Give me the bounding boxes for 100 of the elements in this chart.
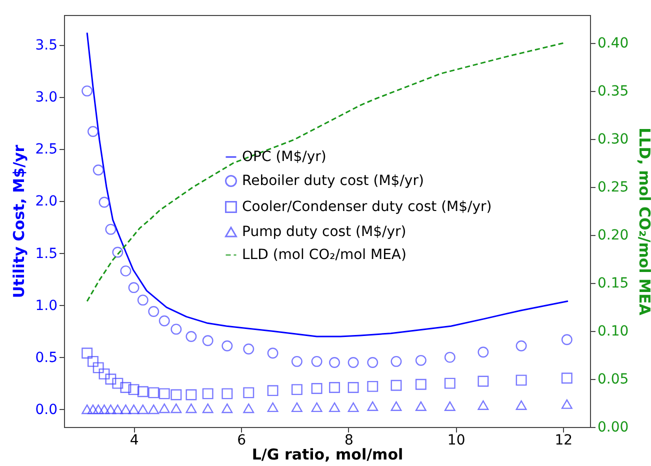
point (112, 404, 124, 414)
legend-label: Reboiler duty cost (M$/yr) (242, 173, 424, 189)
point (222, 403, 233, 414)
y2-tick-label: 0.40 (598, 35, 629, 52)
point (92, 362, 104, 374)
y-tick-label: 3.0 (35, 90, 58, 106)
point (98, 404, 110, 414)
point (112, 378, 124, 389)
point (291, 356, 302, 367)
point (516, 400, 527, 410)
point (128, 282, 140, 294)
point (88, 404, 98, 414)
point (120, 382, 132, 393)
point (561, 399, 572, 409)
legend-label: Pump duty cost (M$/yr) (242, 224, 406, 240)
point (267, 402, 278, 412)
point (348, 402, 359, 412)
x-tick-label: 10 (447, 432, 466, 448)
y2-tick-label: 0.35 (598, 83, 629, 100)
point (367, 380, 378, 392)
point (202, 403, 214, 414)
point (148, 387, 160, 398)
point (267, 385, 278, 396)
legend-label: Cooler/Condenser duty cost (M$/yr) (242, 199, 492, 215)
point (98, 196, 110, 208)
point (415, 354, 426, 366)
point (444, 401, 456, 412)
y2-tick-label: 0.30 (598, 131, 629, 148)
point (415, 401, 426, 412)
line-series (86, 32, 569, 338)
point (267, 348, 278, 359)
point (561, 372, 572, 384)
legend-label: OPC (M$/yr) (242, 149, 326, 165)
point (561, 334, 572, 346)
point (348, 382, 359, 393)
point (348, 357, 359, 368)
y-tick-label: 3.5 (35, 38, 58, 54)
point (311, 383, 322, 394)
point (222, 340, 233, 352)
y2-axis-title: LLD, mol CO₂/mol MEA (636, 128, 651, 316)
point (88, 126, 98, 137)
point (390, 401, 402, 412)
point (311, 356, 322, 367)
point (105, 374, 116, 385)
point (92, 404, 104, 414)
point (158, 315, 170, 326)
x-tick-label: 6 (237, 432, 246, 448)
point (186, 403, 197, 414)
point (105, 404, 116, 414)
point (82, 348, 93, 359)
point (243, 344, 254, 354)
line-series (86, 42, 565, 302)
legend-label: LLD (mol CO₂/mol MEA) (242, 247, 406, 263)
point (202, 335, 214, 346)
point (367, 357, 378, 368)
point (92, 164, 104, 176)
point (170, 403, 182, 414)
point (329, 382, 340, 393)
point (186, 331, 197, 342)
y2-tick-label: 0.20 (598, 227, 629, 244)
point (478, 346, 489, 358)
point (105, 224, 116, 235)
y-tick-label: 0.0 (35, 402, 58, 418)
point (158, 388, 170, 400)
point (137, 386, 148, 398)
point (148, 306, 160, 317)
point (329, 402, 340, 412)
y2-tick-label: 0.05 (598, 371, 629, 388)
point (120, 265, 132, 276)
point (158, 403, 170, 414)
point (137, 294, 148, 306)
x-tick-label: 4 (130, 432, 139, 448)
point (478, 376, 489, 387)
point (128, 384, 140, 396)
point (415, 378, 426, 390)
x-axis-title: L/G ratio, mol/mol (252, 446, 404, 464)
x-tick-label: 12 (554, 432, 573, 448)
point (516, 340, 527, 352)
y-axis-title: Utility Cost, M$/yr (10, 144, 28, 298)
point (120, 404, 132, 414)
y2-tick-label: 0.10 (598, 323, 629, 340)
y-tick-label: 1.0 (35, 298, 58, 314)
y2-tick-label: 0.25 (598, 179, 629, 196)
point (329, 357, 340, 368)
point (170, 324, 182, 335)
y-tick-label: 1.5 (35, 246, 58, 262)
point (82, 85, 93, 96)
point (170, 389, 182, 400)
point (444, 352, 456, 363)
point (311, 402, 322, 412)
point (98, 368, 110, 380)
point (186, 389, 197, 400)
point (222, 388, 233, 400)
point (112, 246, 124, 258)
point (202, 388, 214, 400)
y-tick-label: 2.5 (35, 142, 58, 158)
point (128, 404, 140, 414)
point (478, 400, 489, 410)
point (444, 378, 456, 389)
point (367, 401, 378, 412)
